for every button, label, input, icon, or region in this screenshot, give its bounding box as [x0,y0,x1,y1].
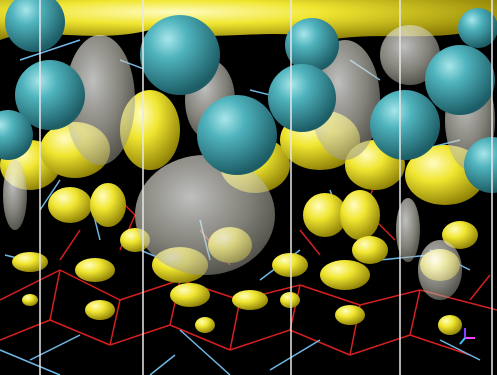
isosurface [90,183,126,227]
isosurface [12,252,48,272]
isosurface [272,253,308,277]
atom [425,45,495,115]
density-surface [418,240,462,300]
isosurface [335,305,365,325]
isosurface [75,258,115,282]
isosurface [170,283,210,307]
isosurface [22,294,38,306]
density-surface [3,160,27,230]
isosurface [352,236,388,264]
atom [370,90,440,160]
density-surface [135,155,275,275]
isosurface [232,290,268,310]
isosurface [320,260,370,290]
isosurface [48,187,92,223]
isosurface [340,190,380,240]
atom [458,8,497,48]
isosurface [195,317,215,333]
page: (() => { const svg = document.querySelec… [0,0,497,375]
molecular-render [0,0,497,375]
atom [197,95,277,175]
atom [268,64,336,132]
isosurface [85,300,115,320]
isosurface [280,292,300,308]
atom [285,18,339,72]
atom [140,15,220,95]
isosurface [438,315,462,335]
